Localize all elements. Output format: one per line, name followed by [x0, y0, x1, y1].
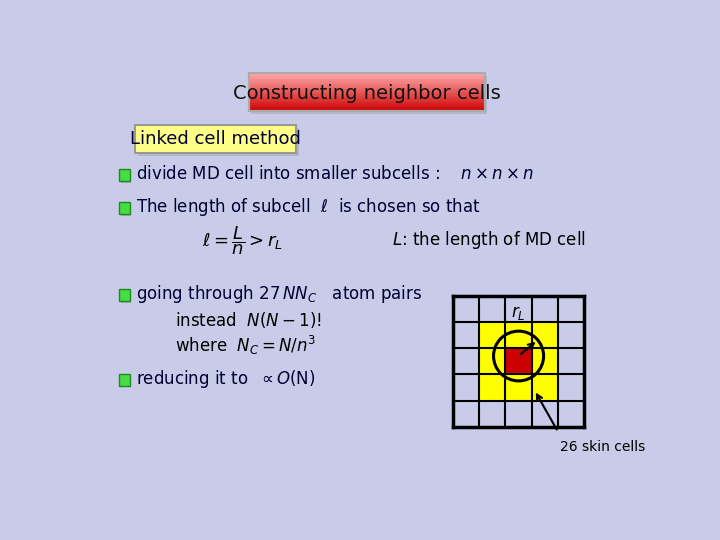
Bar	[249, 80, 485, 82]
Bar	[249, 93, 485, 94]
Text: going through $27\,NN_C$   atom pairs: going through $27\,NN_C$ atom pairs	[137, 284, 423, 305]
Bar	[249, 82, 485, 83]
Text: $\ell = \dfrac{L}{n} > r_L$: $\ell = \dfrac{L}{n} > r_L$	[202, 224, 284, 256]
Bar	[249, 109, 485, 110]
FancyBboxPatch shape	[120, 289, 130, 301]
Bar	[249, 110, 485, 111]
FancyBboxPatch shape	[120, 374, 130, 386]
FancyBboxPatch shape	[121, 170, 131, 183]
FancyBboxPatch shape	[138, 128, 300, 156]
Bar	[479, 322, 505, 348]
Bar	[505, 348, 532, 374]
Bar	[249, 84, 485, 85]
Bar	[249, 102, 485, 103]
Bar	[249, 98, 485, 99]
Bar	[249, 83, 485, 84]
Bar	[505, 374, 532, 401]
Bar	[249, 101, 485, 102]
Bar	[249, 105, 485, 106]
FancyBboxPatch shape	[121, 291, 131, 303]
Bar	[249, 75, 485, 76]
Bar	[532, 348, 558, 374]
Bar	[479, 374, 505, 401]
Bar	[505, 348, 532, 374]
FancyBboxPatch shape	[121, 375, 131, 387]
Bar	[249, 92, 485, 93]
FancyBboxPatch shape	[121, 204, 131, 215]
Bar	[249, 91, 485, 92]
Text: divide MD cell into smaller subcells :    $n \times n \times n$: divide MD cell into smaller subcells : $…	[137, 165, 535, 183]
Bar	[249, 103, 485, 105]
Text: where  $N_C = N/n^3$: where $N_C = N/n^3$	[175, 334, 317, 356]
Bar	[249, 106, 485, 107]
Bar	[505, 322, 532, 348]
FancyBboxPatch shape	[135, 125, 296, 153]
Text: $r_L$: $r_L$	[511, 304, 526, 322]
Bar	[249, 88, 485, 89]
Text: instead  $N(N-1)!$: instead $N(N-1)!$	[175, 310, 322, 330]
Text: 26 skin cells: 26 skin cells	[559, 440, 645, 454]
Bar	[249, 94, 485, 96]
Text: $\mathbf{\mathit{L}}$: the length of MD cell: $\mathbf{\mathit{L}}$: the length of MD …	[392, 230, 586, 251]
FancyBboxPatch shape	[120, 202, 130, 214]
Bar	[249, 97, 485, 98]
Bar	[532, 374, 558, 401]
Bar	[249, 99, 485, 101]
Text: Constructing neighbor cells: Constructing neighbor cells	[233, 84, 500, 103]
Bar	[479, 348, 505, 374]
Bar	[249, 86, 485, 88]
FancyBboxPatch shape	[120, 168, 130, 181]
Text: Linked cell method: Linked cell method	[130, 131, 301, 149]
Bar	[249, 72, 485, 74]
Bar	[249, 89, 485, 91]
Bar	[249, 74, 485, 75]
Bar	[249, 96, 485, 97]
Bar	[249, 78, 485, 79]
Bar	[249, 85, 485, 86]
Text: The length of subcell  $\ell$  is chosen so that: The length of subcell $\ell$ is chosen s…	[137, 196, 481, 218]
Text: reducing it to  $\propto O(\mathrm{N})$: reducing it to $\propto O(\mathrm{N})$	[137, 368, 316, 390]
Bar	[532, 322, 558, 348]
Bar	[249, 79, 485, 80]
FancyBboxPatch shape	[251, 76, 487, 114]
Bar	[249, 107, 485, 109]
Bar	[249, 76, 485, 78]
